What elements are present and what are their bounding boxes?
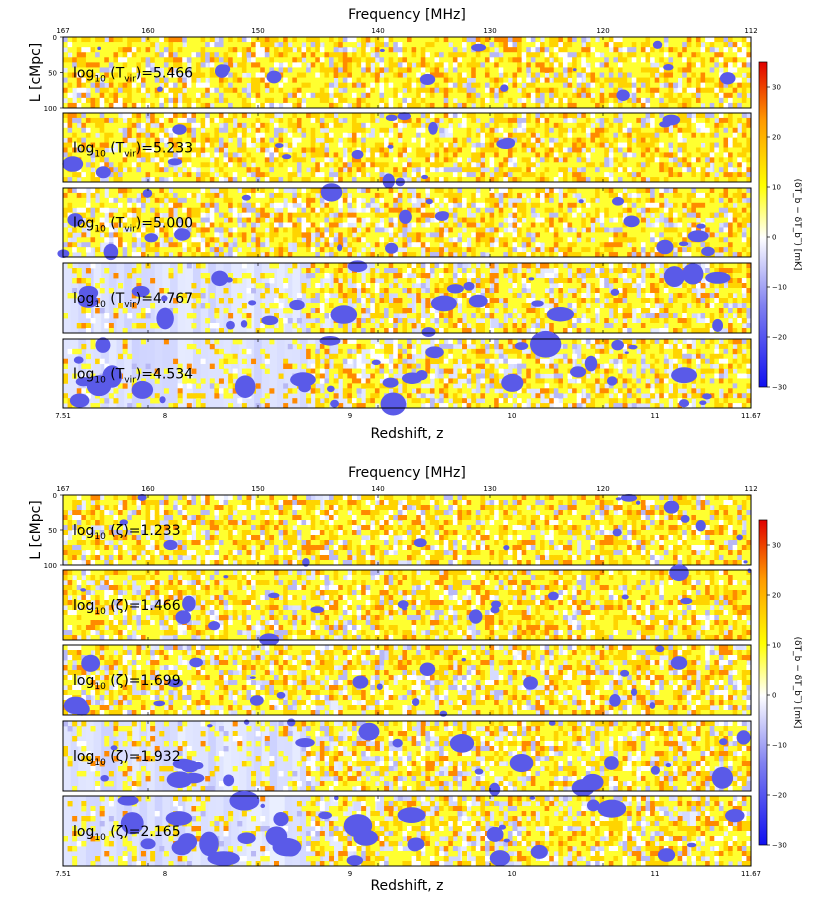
panel-2: log10 (Tvir)=5.233 xyxy=(62,112,752,189)
panel-1: log10 (ζ)=1.233 xyxy=(62,494,752,567)
redshift-tick-label: 8 xyxy=(163,870,167,878)
frequency-tick-label: 160 xyxy=(141,27,154,35)
frequency-tick-label: 112 xyxy=(744,485,757,493)
colorbar-tick-label: −10 xyxy=(772,742,787,750)
redshift-tick-label: 11.67 xyxy=(741,870,761,878)
panel-3: log10 (Tvir)=5.000 xyxy=(57,183,752,261)
chart-title: Frequency [MHz] xyxy=(348,7,466,23)
redshift-tick-label: 8 xyxy=(163,412,167,420)
frequency-tick-label: 120 xyxy=(596,485,609,493)
colorbar-tick-label: −20 xyxy=(772,334,787,342)
panel-label: log10 (Tvir)=5.000 xyxy=(73,216,193,235)
frequency-tick-label: 167 xyxy=(56,485,69,493)
colorbar-tick-label: −10 xyxy=(772,284,787,292)
panel-label: log10 (Tvir)=5.233 xyxy=(73,141,193,160)
colorbar: 30 20 10 0 −10 −20 −30 (δT_b − δT_b‾) [mK] xyxy=(758,61,802,392)
frequency-tick-label: 150 xyxy=(251,27,264,35)
y-tick-label: 100 xyxy=(44,105,57,113)
frequency-tick-label: 112 xyxy=(744,27,757,35)
panel-label: log10 (ζ)=2.165 xyxy=(73,824,181,843)
redshift-tick-label: 9 xyxy=(348,412,352,420)
frequency-tick-label: 167 xyxy=(56,27,69,35)
panel-label: log10 (Tvir)=4.767 xyxy=(73,291,193,310)
panel-1: log10 (Tvir)=5.466 xyxy=(62,36,752,109)
panel-label: log10 (ζ)=1.233 xyxy=(73,523,181,542)
panel-5: log10 (ζ)=2.165 xyxy=(62,790,752,867)
panel-label: log10 (ζ)=1.466 xyxy=(73,598,181,617)
panel-2: log10 (ζ)=1.466 xyxy=(62,564,752,646)
y-axis-label: L [cMpc] xyxy=(28,43,44,103)
frequency-tick-label: 160 xyxy=(141,485,154,493)
colorbar-tick-label: 30 xyxy=(772,542,781,550)
panel-5: log10 (Tvir)=4.534 xyxy=(62,330,752,416)
redshift-tick-label: 11 xyxy=(651,412,660,420)
colorbar-tick-label: −20 xyxy=(772,792,787,800)
colorbar-label: (δT_b − δT_b‾) [mK] xyxy=(792,179,802,271)
colorbar-tick-label: −30 xyxy=(772,384,787,392)
redshift-tick-label: 11.67 xyxy=(741,412,761,420)
panel-3: log10 (ζ)=1.699 xyxy=(62,644,752,717)
frequency-tick-label: 130 xyxy=(483,485,496,493)
y-tick-label: 50 xyxy=(48,70,57,78)
panel-label: log10 (Tvir)=4.534 xyxy=(73,367,193,386)
y-tick-label: 0 xyxy=(53,492,57,500)
colorbar-tick-label: 0 xyxy=(772,692,776,700)
colorbar-tick-label: −30 xyxy=(772,842,787,850)
frequency-tick-label: 130 xyxy=(483,27,496,35)
y-tick-label: 0 xyxy=(53,34,57,42)
panel-4: log10 (Tvir)=4.767 xyxy=(62,260,752,338)
x-axis-label: Redshift, z xyxy=(370,426,443,442)
frequency-tick-label: 120 xyxy=(596,27,609,35)
panel-label: log10 (ζ)=1.699 xyxy=(73,673,181,692)
colorbar-tick-label: 30 xyxy=(772,84,781,92)
colorbar-tick-label: 10 xyxy=(772,642,781,650)
colorbar-label: (δT_b − δT_b‾) [mK] xyxy=(792,637,802,729)
redshift-tick-label: 7.51 xyxy=(55,870,71,878)
redshift-tick-label: 7.51 xyxy=(55,412,71,420)
redshift-tick-label: 10 xyxy=(508,412,517,420)
redshift-tick-label: 10 xyxy=(508,870,517,878)
panel-label: log10 (ζ)=1.932 xyxy=(73,749,181,768)
panel-label: log10 (Tvir)=5.466 xyxy=(73,66,193,85)
x-axis-label: Redshift, z xyxy=(370,878,443,894)
frequency-tick-label: 140 xyxy=(371,485,384,493)
panel-4: log10 (ζ)=1.932 xyxy=(62,718,752,797)
lightcone-chart-1: Frequency [MHz] 167 160 150 140 130 120 112 log1… xyxy=(28,7,802,442)
lightcone-chart-2: Frequency [MHz] 167 160 150 140 130 120 112 log1… xyxy=(28,465,802,894)
frequency-tick-label: 140 xyxy=(371,27,384,35)
redshift-tick-label: 11 xyxy=(651,870,660,878)
colorbar-tick-label: 20 xyxy=(772,592,781,600)
y-axis-label: L [cMpc] xyxy=(28,500,44,560)
y-tick-label: 50 xyxy=(48,527,57,535)
y-tick-label: 100 xyxy=(44,562,57,570)
redshift-tick-label: 9 xyxy=(348,870,352,878)
colorbar-tick-label: 20 xyxy=(772,134,781,142)
chart-title: Frequency [MHz] xyxy=(348,465,466,481)
colorbar-tick-label: 0 xyxy=(772,234,776,242)
colorbar-tick-label: 10 xyxy=(772,184,781,192)
colorbar: 30 20 10 0 −10 −20 −30 (δT_b − δT_b‾) [mK] xyxy=(758,519,802,850)
frequency-tick-label: 150 xyxy=(251,485,264,493)
